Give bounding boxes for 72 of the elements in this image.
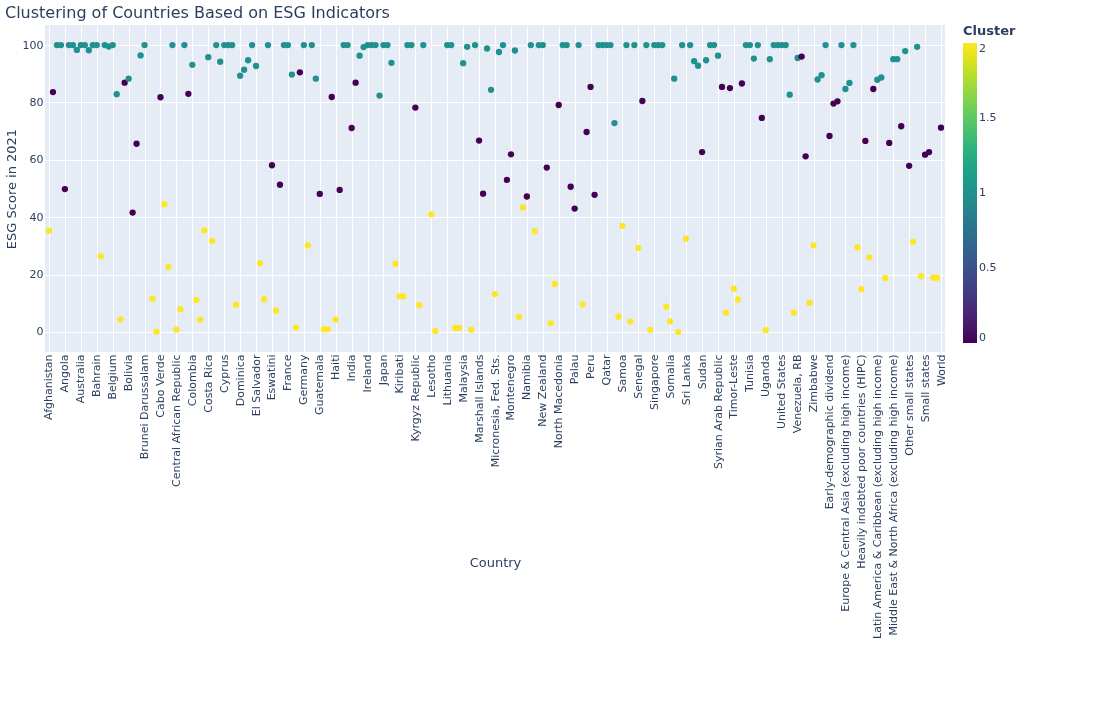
x-tick-label: Europe & Central Asia (excluding high income)	[838, 354, 852, 612]
x-tick-label: Micronesia, Fed. Sts.	[488, 354, 502, 468]
x-tick-label: Belgium	[106, 354, 120, 400]
x-tick-label: Venezuela, RB	[791, 354, 805, 434]
x-tick-label: Senegal	[631, 354, 645, 399]
x-tick-label: Zimbabwe	[807, 354, 821, 413]
x-tick-label: Uganda	[759, 354, 773, 397]
x-tick-label: Haiti	[329, 354, 343, 380]
x-tick-label: Cyprus	[217, 354, 231, 393]
x-tick-label: Samoa	[615, 354, 629, 393]
x-tick-label: Dominica	[233, 354, 247, 407]
x-tick-label: Costa Rica	[201, 354, 215, 413]
color-bar-label: 1	[979, 186, 986, 199]
x-tick-label: Small states	[918, 354, 932, 423]
x-tick-label: Malaysia	[456, 354, 470, 403]
y-tick-label: 60	[29, 153, 44, 167]
x-tick-label: Qatar	[600, 354, 613, 386]
color-bar-label: 1.5	[979, 111, 997, 124]
x-tick-label: Colombia	[185, 354, 199, 407]
x-axis-title: Country	[469, 554, 522, 570]
x-tick-label: Heavily indebted poor countries (HIPC)	[854, 354, 868, 569]
x-tick-label: Peru	[584, 354, 598, 380]
x-tick-label: Namibia	[520, 354, 534, 401]
x-tick-label: Lithuania	[440, 354, 454, 406]
x-tick-label: Early-demographic dividend	[823, 354, 837, 510]
y-tick-label: 100	[22, 38, 44, 52]
x-tick-label: Sri Lanka	[679, 354, 693, 406]
x-tick-label: Timor-Leste	[727, 354, 741, 420]
x-tick-label: Brunei Darussalam	[138, 354, 152, 460]
x-tick-label: Montenegro	[504, 354, 518, 421]
y-tick-label: 80	[29, 95, 44, 109]
x-tick-label: Bolivia	[122, 354, 136, 392]
x-tick-label: North Macedonia	[552, 354, 566, 449]
x-tick-label: Tunisia	[743, 354, 757, 394]
x-tick-label: Singapore	[647, 354, 661, 410]
y-axis-title: ESG Score in 2021	[3, 128, 19, 250]
x-tick-label: Bahrain	[90, 354, 104, 398]
x-tick-label: Middle East & North Africa (excluding high income)	[886, 354, 900, 636]
x-tick-label: Central African Republic	[169, 354, 183, 487]
color-bar-label: 0.5	[979, 261, 997, 274]
x-tick-label: Other small states	[902, 354, 916, 456]
x-tick-label: Angola	[58, 354, 72, 393]
x-tick-label: Sudan	[695, 354, 709, 390]
x-tick-label: Ireland	[361, 354, 375, 393]
x-tick-label: Cabo Verde	[153, 354, 167, 418]
x-tick-label: India	[345, 354, 359, 382]
y-tick-label: 0	[36, 325, 44, 339]
x-tick-label: World	[934, 354, 948, 387]
color-bar-label: 0	[979, 331, 986, 344]
x-tick-label: Syrian Arab Republic	[711, 354, 725, 470]
x-tick-label: El Salvador	[249, 354, 263, 417]
y-tick-label: 40	[29, 210, 44, 224]
x-tick-label: Japan	[377, 354, 390, 387]
color-bar-title: Cluster	[963, 23, 1017, 38]
x-tick-label: Guatemala	[313, 354, 327, 416]
x-tick-label: Afghanistan	[42, 354, 56, 420]
x-tick-label: Germany	[297, 354, 311, 406]
color-bar-label: 2	[979, 42, 986, 55]
x-tick-label: Latin America & Caribbean (excluding high income)	[870, 354, 884, 639]
chart-title: Clustering of Countries Based on ESG Indicators	[5, 3, 390, 22]
x-tick-label: New Zealand	[536, 354, 550, 427]
x-tick-label: France	[281, 354, 295, 392]
x-tick-label: Kyrgyz Republic	[408, 354, 422, 442]
y-tick-label: 20	[29, 268, 44, 282]
x-tick-label: Palau	[568, 354, 582, 385]
x-tick-label: United States	[775, 354, 789, 429]
x-tick-label: Eswatini	[265, 354, 279, 401]
x-tick-label: Marshall Islands	[472, 354, 486, 443]
x-tick-label: Kiribati	[392, 354, 406, 394]
x-tick-label: Australia	[74, 354, 88, 404]
x-tick-label: Lesotho	[424, 354, 438, 398]
x-tick-label: Somalia	[663, 354, 677, 399]
